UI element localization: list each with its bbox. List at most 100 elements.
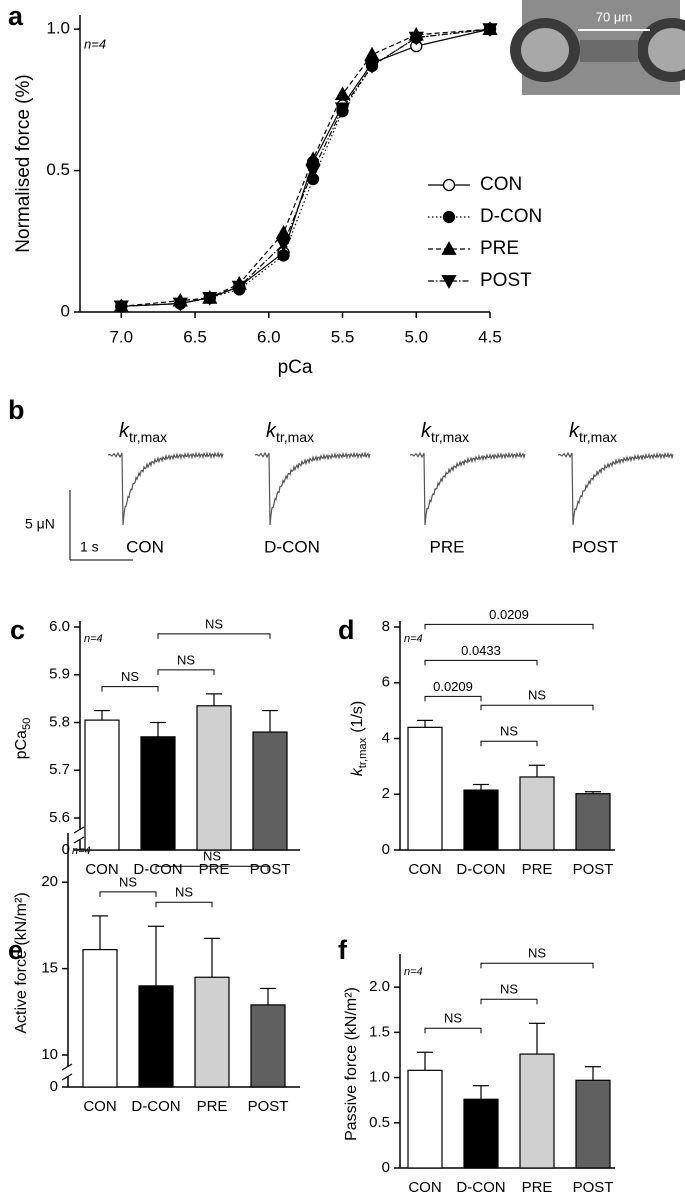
comparison-label: 0.0209: [489, 607, 529, 622]
error-bar: [417, 1051, 433, 1071]
error-bar: [417, 719, 433, 728]
y-tick-label: 0.5: [369, 1114, 390, 1131]
y-axis-label-main: pCa: [13, 730, 30, 759]
note: n=4: [404, 966, 423, 978]
y-tick-label: 5.6: [49, 809, 70, 826]
x-tick-label: D-CON: [456, 1179, 505, 1196]
y-tick-label: 1.0: [369, 1069, 390, 1086]
y-axis-label-main: k: [349, 767, 366, 776]
inset-bead: [648, 28, 685, 72]
bar: [519, 1053, 555, 1169]
comparison-label: NS: [528, 688, 546, 703]
y-tick-label: 2.0: [369, 978, 390, 995]
comparison-label: 0.0433: [461, 643, 501, 658]
trace-label: ktr,max: [266, 420, 314, 444]
y-tick-label: 4: [382, 729, 390, 746]
comparison-label: NS: [500, 982, 518, 997]
legend-label: PRE: [480, 238, 519, 259]
comparison-label: NS: [528, 946, 546, 961]
error-bar: [94, 709, 110, 721]
trace-label-main: k: [266, 420, 277, 442]
comparison-bracket: [157, 669, 215, 675]
panel-letter: f: [338, 935, 348, 965]
panel-letter: a: [8, 1, 24, 31]
y-tick-label: 15: [41, 960, 58, 977]
legend-label: POST: [480, 270, 532, 291]
y-axis-label: ktr,max (1/s): [349, 701, 369, 776]
scale-x-label: 1 s: [80, 539, 99, 555]
series-line: [121, 28, 491, 307]
bar: [575, 1079, 611, 1169]
x-tick-label: PRE: [522, 861, 553, 878]
trace-category: POST: [572, 537, 618, 556]
y-tick-label: 5.8: [49, 713, 70, 730]
x-axis-label: pCa: [278, 357, 313, 378]
axis-break: [61, 1073, 73, 1081]
marker: [334, 86, 351, 101]
error-bar: [204, 937, 220, 978]
trace-label-main: k: [421, 420, 432, 442]
comparison-bracket: [424, 659, 538, 666]
x-tick-label: CON: [85, 861, 118, 878]
comparison-label: NS: [203, 849, 221, 864]
force-trace: [107, 451, 224, 526]
bar: [407, 1069, 443, 1169]
x-tick-label: D-CON: [133, 861, 182, 878]
trace-label-sub: tr,max: [579, 429, 617, 445]
comparison-bracket: [480, 962, 594, 969]
y-tick-label: 0: [382, 841, 390, 858]
trace-label-main: k: [119, 420, 130, 442]
comparison-bracket: [101, 686, 159, 692]
marker: [275, 238, 292, 252]
marker: [334, 102, 351, 117]
comparison-label: NS: [121, 669, 139, 684]
series-line: [121, 28, 491, 307]
comparison-bracket: [424, 1027, 482, 1034]
marker: [113, 300, 129, 315]
error-bar: [473, 1085, 489, 1100]
error-bar: [262, 709, 278, 733]
x-tick-label: 7.0: [109, 327, 133, 346]
marker: [441, 241, 457, 255]
x-tick-label: D-CON: [456, 861, 505, 878]
y-tick-label: 8: [382, 618, 390, 635]
legend-label: D-CON: [480, 206, 542, 227]
marker: [275, 224, 292, 239]
trace-label: ktr,max: [421, 420, 469, 444]
axis-break: [73, 826, 85, 834]
y-axis-label: Normalised force (%): [13, 74, 34, 252]
error-bar: [529, 764, 545, 777]
y-axis-label-sub: 50: [21, 718, 33, 730]
error-bar: [585, 1066, 601, 1081]
panel-letter: b: [8, 395, 25, 425]
x-tick-label: PRE: [199, 861, 230, 878]
marker: [442, 178, 456, 192]
trace-label-sub: tr,max: [276, 429, 314, 445]
x-tick-label: CON: [408, 861, 441, 878]
note: n=4: [84, 633, 103, 645]
y-tick-label: 0: [50, 1078, 58, 1095]
legend-label: CON: [480, 174, 522, 195]
comparison-label: NS: [500, 724, 518, 739]
error-bar: [148, 925, 164, 986]
marker: [442, 210, 456, 224]
series-line: [121, 28, 491, 307]
marker: [231, 280, 247, 295]
inset-bead: [521, 28, 569, 72]
comparison-bracket: [480, 704, 594, 711]
bar: [250, 1004, 286, 1088]
y-tick-label: 6: [382, 674, 390, 691]
x-tick-label: PRE: [522, 1179, 553, 1196]
error-bar: [585, 791, 601, 794]
y-axis-label: Active force (kN/m²): [13, 892, 30, 1033]
x-tick-label: POST: [250, 861, 291, 878]
x-tick-label: 6.0: [257, 327, 281, 346]
bar: [194, 976, 230, 1088]
comparison-label: NS: [119, 874, 137, 889]
comparison-label: NS: [205, 616, 223, 631]
marker: [305, 164, 321, 179]
panel-letter: d: [338, 615, 355, 645]
series-line: [121, 28, 491, 307]
bar: [138, 985, 174, 1088]
